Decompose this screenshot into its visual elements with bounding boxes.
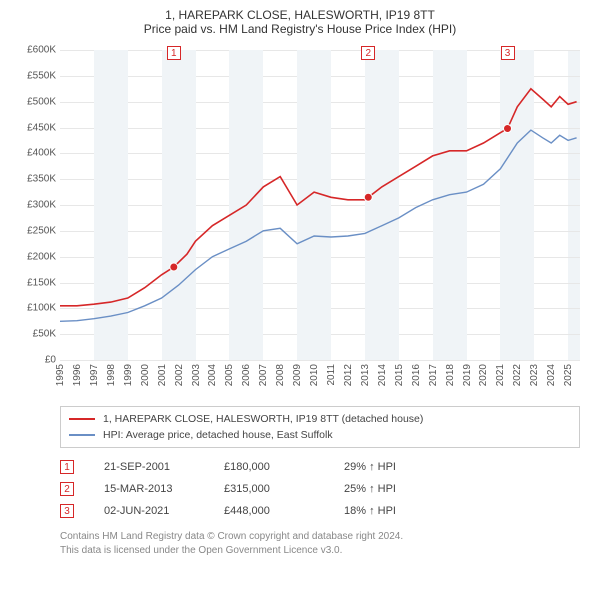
plot-region: 123 [60, 50, 580, 360]
x-axis-label: 2000 [140, 364, 151, 386]
legend-box: 1, HAREPARK CLOSE, HALESWORTH, IP19 8TT … [60, 406, 580, 448]
x-axis-label: 2004 [207, 364, 218, 386]
y-axis-label: £200K [10, 251, 56, 262]
legend-swatch [69, 418, 95, 420]
x-axis-label: 1999 [123, 364, 134, 386]
sale-callout: 2 [361, 46, 375, 60]
y-axis-label: £50K [10, 329, 56, 340]
sale-price: £315,000 [224, 483, 344, 495]
x-axis-label: 2019 [462, 364, 473, 386]
sale-marker-dot [364, 193, 372, 201]
x-axis-label: 2016 [411, 364, 422, 386]
gridline [60, 360, 580, 361]
series-property [60, 89, 577, 306]
x-axis-label: 1998 [106, 364, 117, 386]
legend-swatch [69, 434, 95, 436]
y-axis-label: £500K [10, 96, 56, 107]
x-axis-label: 2011 [326, 364, 337, 386]
x-axis-label: 2008 [275, 364, 286, 386]
x-axis-label: 2013 [360, 364, 371, 386]
sale-marker-dot [504, 125, 512, 133]
footnote-line-1: Contains HM Land Registry data © Crown c… [60, 530, 580, 544]
x-axis-label: 2009 [292, 364, 303, 386]
y-axis-label: £150K [10, 277, 56, 288]
y-axis-label: £0 [10, 355, 56, 366]
x-axis-label: 2012 [343, 364, 354, 386]
sale-diff: 25% ↑ HPI [344, 483, 464, 495]
x-axis-label: 2021 [495, 364, 506, 386]
y-axis-label: £300K [10, 200, 56, 211]
sale-row: 1 21-SEP-2001£180,00029% ↑ HPI [60, 456, 580, 478]
x-axis-label: 2017 [428, 364, 439, 386]
x-axis-label: 2018 [445, 364, 456, 386]
x-axis-label: 2007 [258, 364, 269, 386]
title-line-2: Price paid vs. HM Land Registry's House … [10, 22, 590, 36]
x-axis-label: 1995 [55, 364, 66, 386]
sale-date: 02-JUN-2021 [104, 505, 224, 517]
sale-row: 3 02-JUN-2021£448,00018% ↑ HPI [60, 500, 580, 522]
x-axis-label: 2002 [174, 364, 185, 386]
sale-diff: 18% ↑ HPI [344, 505, 464, 517]
sale-number-box: 2 [60, 482, 74, 496]
title-line-1: 1, HAREPARK CLOSE, HALESWORTH, IP19 8TT [10, 8, 590, 22]
chart-area: 123 £0£50K£100K£150K£200K£250K£300K£350K… [10, 40, 590, 400]
sale-date: 21-SEP-2001 [104, 461, 224, 473]
x-axis-label: 2022 [512, 364, 523, 386]
y-axis-label: £450K [10, 122, 56, 133]
x-axis-label: 2020 [478, 364, 489, 386]
x-axis-label: 2005 [224, 364, 235, 386]
x-axis-label: 2001 [157, 364, 168, 386]
legend-row: 1, HAREPARK CLOSE, HALESWORTH, IP19 8TT … [69, 411, 571, 427]
line-svg [60, 50, 580, 360]
x-axis-label: 2014 [377, 364, 388, 386]
y-axis-label: £550K [10, 70, 56, 81]
x-axis-label: 2024 [546, 364, 557, 386]
footnote: Contains HM Land Registry data © Crown c… [60, 530, 580, 557]
legend-label: HPI: Average price, detached house, East… [103, 429, 333, 441]
x-axis-label: 2025 [563, 364, 574, 386]
sale-price: £448,000 [224, 505, 344, 517]
sale-date: 15-MAR-2013 [104, 483, 224, 495]
sale-callout: 3 [501, 46, 515, 60]
sales-table: 1 21-SEP-2001£180,00029% ↑ HPI 2 15-MAR-201… [60, 456, 580, 522]
sale-diff: 29% ↑ HPI [344, 461, 464, 473]
sale-marker-dot [170, 263, 178, 271]
sale-row: 2 15-MAR-2013£315,00025% ↑ HPI [60, 478, 580, 500]
chart-container: 1, HAREPARK CLOSE, HALESWORTH, IP19 8TT … [0, 0, 600, 563]
x-axis-label: 2010 [309, 364, 320, 386]
y-axis-label: £350K [10, 174, 56, 185]
x-axis-label: 2006 [241, 364, 252, 386]
x-axis-label: 1996 [72, 364, 83, 386]
x-axis-label: 2003 [191, 364, 202, 386]
x-axis-label: 1997 [89, 364, 100, 386]
sale-number-box: 1 [60, 460, 74, 474]
y-axis-label: £250K [10, 225, 56, 236]
x-axis-label: 2023 [529, 364, 540, 386]
sale-number-box: 3 [60, 504, 74, 518]
x-axis-label: 2015 [394, 364, 405, 386]
sale-price: £180,000 [224, 461, 344, 473]
y-axis-label: £600K [10, 45, 56, 56]
footnote-line-2: This data is licensed under the Open Gov… [60, 544, 580, 558]
legend-label: 1, HAREPARK CLOSE, HALESWORTH, IP19 8TT … [103, 413, 423, 425]
sale-callout: 1 [167, 46, 181, 60]
y-axis-label: £400K [10, 148, 56, 159]
legend-row: HPI: Average price, detached house, East… [69, 427, 571, 443]
y-axis-label: £100K [10, 303, 56, 314]
